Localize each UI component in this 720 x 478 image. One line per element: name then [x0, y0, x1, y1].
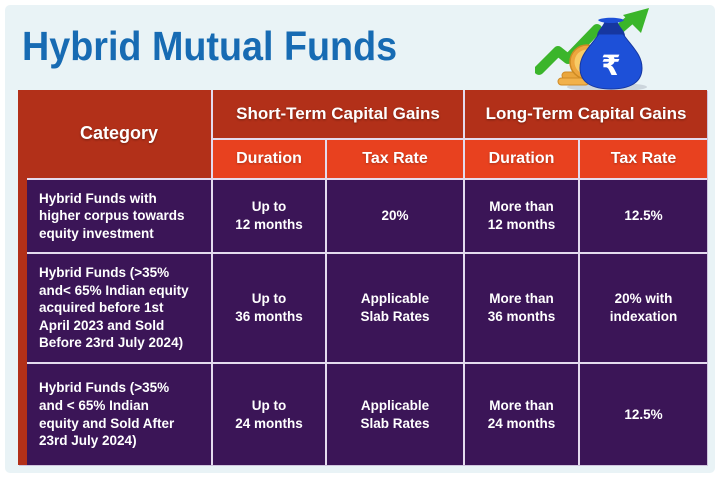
row-ltcg-duration: More than 12 months [465, 180, 578, 252]
subheader-ltcg-duration: Duration [465, 140, 578, 178]
header-long-term-group: Long-Term Capital Gains [465, 90, 707, 138]
page-title: Hybrid Mutual Funds [22, 23, 398, 69]
header-short-term-group: Short-Term Capital Gains [213, 90, 463, 138]
capital-gains-table: Category Short-Term Capital Gains Long-T… [18, 90, 707, 465]
row-ltcg-duration: More than 36 months [465, 254, 578, 362]
arrow-head-icon [623, 8, 649, 33]
row-ltcg-tax-rate: 12.5% [580, 180, 707, 252]
header-category: Category [27, 90, 211, 178]
money-growth-icon: ₹ ₹ [535, 8, 649, 92]
subheader-stcg-tax-rate: Tax Rate [327, 140, 463, 178]
growth-arrow-line-icon [535, 24, 602, 75]
row-stcg-tax-rate: Applicable Slab Rates [327, 254, 463, 362]
row-category: Hybrid Funds (>35% and< 65% Indian equit… [27, 254, 211, 362]
row-ltcg-duration: More than 24 months [465, 364, 578, 465]
row-stcg-tax-rate: 20% [327, 180, 463, 252]
row-ltcg-tax-rate: 12.5% [580, 364, 707, 465]
row-ltcg-tax-rate: 20% with indexation [580, 254, 707, 362]
bag-neck-icon [597, 21, 625, 36]
row-stcg-duration: Up to 36 months [213, 254, 325, 362]
row-category: Hybrid Funds with higher corpus towards … [27, 180, 211, 252]
row-stcg-duration: Up to 12 months [213, 180, 325, 252]
money-bag-icon [579, 33, 643, 90]
bag-rupee-symbol: ₹ [601, 49, 620, 82]
subheader-stcg-duration: Duration [213, 140, 325, 178]
row-stcg-duration: Up to 24 months [213, 364, 325, 465]
subheader-ltcg-tax-rate: Tax Rate [580, 140, 707, 178]
row-stcg-tax-rate: Applicable Slab Rates [327, 364, 463, 465]
row-category: Hybrid Funds (>35% and < 65% Indian equi… [27, 364, 211, 465]
bag-knot-icon [598, 17, 624, 23]
